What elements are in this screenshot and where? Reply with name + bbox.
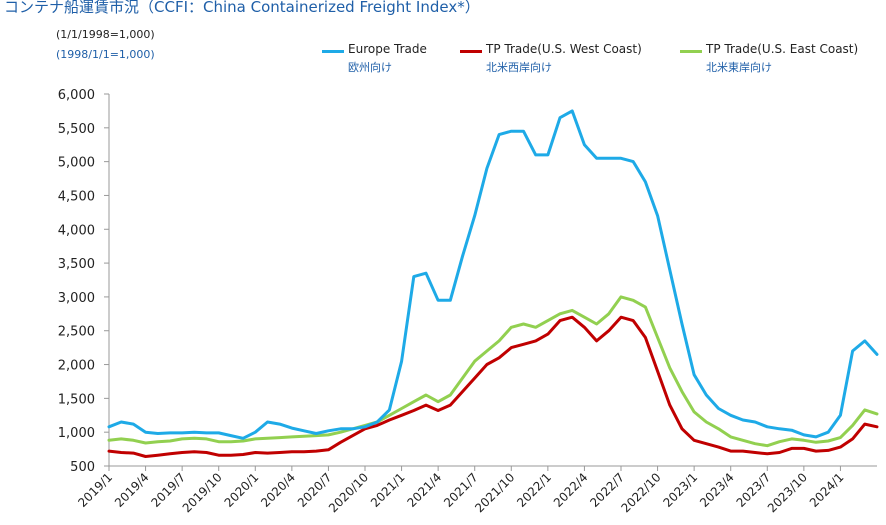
- legend-label-west-coast: TP Trade(U.S. West Coast): [486, 42, 642, 56]
- y-tick-label: 2,000: [58, 359, 95, 374]
- series-line-east-coast: [107, 295, 879, 448]
- x-tick-label: 2019/4: [112, 470, 152, 510]
- y-tick-label: 4,000: [58, 223, 95, 238]
- y-tick-label: 4,500: [58, 189, 95, 204]
- x-tick-label: 2021/10: [472, 470, 517, 515]
- legend-label-europe: Europe Trade: [348, 42, 427, 56]
- y-tick-label: 3,500: [58, 257, 95, 272]
- y-tick-label: 5,000: [58, 156, 95, 171]
- legend-swatch-europe: [322, 50, 344, 53]
- y-tick-label: 500: [70, 460, 95, 475]
- legend-sublabel-europe: 欧州向け: [348, 61, 392, 74]
- series-line-europe: [107, 109, 879, 440]
- x-tick-label: 2022/4: [551, 470, 591, 510]
- y-tick-label: 5,500: [58, 122, 95, 137]
- legend-sublabel-east-coast: 北米東岸向け: [706, 61, 772, 74]
- y-tick-label: 1,000: [58, 426, 95, 441]
- legend-label-east-coast: TP Trade(U.S. East Coast): [706, 42, 859, 56]
- y-tick-label: 2,500: [58, 325, 95, 340]
- x-tick-label: 2023/4: [697, 470, 737, 510]
- y-tick-label: 6,000: [58, 88, 95, 103]
- x-tick-label: 2022/1: [514, 470, 554, 510]
- x-tick-label: 2023/10: [765, 470, 810, 515]
- x-tick-label: 2019/1: [75, 470, 115, 510]
- x-tick-label: 2019/10: [180, 470, 225, 515]
- x-tick-label: 2021/4: [405, 470, 445, 510]
- legend-swatch-west-coast: [460, 50, 482, 53]
- x-tick-label: 2023/1: [661, 470, 701, 510]
- page-title: コンテナ船運賃市況（CCFI：China Containerized Freig…: [4, 0, 480, 16]
- x-tick-label: 2020/4: [258, 470, 298, 510]
- x-tick-label: 2024/1: [807, 470, 847, 510]
- base-note-english: (1/1/1998=1,000): [56, 28, 155, 41]
- y-tick-label: 1,500: [58, 392, 95, 407]
- x-tick-label: 2022/10: [619, 470, 664, 515]
- y-tick-label: 3,000: [58, 291, 95, 306]
- legend-swatch-east-coast: [680, 50, 702, 53]
- legend-sublabel-west-coast: 北米西岸向け: [486, 61, 552, 74]
- x-tick-label: 2021/1: [368, 470, 408, 510]
- x-tick-label: 2020/10: [326, 470, 371, 515]
- x-tick-label: 2020/1: [222, 470, 262, 510]
- series-line-west-coast: [107, 315, 879, 458]
- base-note-japanese: (1998/1/1=1,000): [56, 48, 155, 61]
